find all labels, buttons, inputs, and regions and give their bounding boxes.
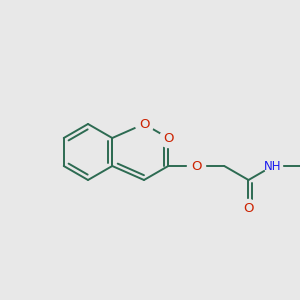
Text: O: O <box>139 118 149 130</box>
Text: O: O <box>163 131 173 145</box>
Text: O: O <box>191 160 202 172</box>
Text: NH: NH <box>264 160 281 172</box>
Text: O: O <box>243 202 254 214</box>
